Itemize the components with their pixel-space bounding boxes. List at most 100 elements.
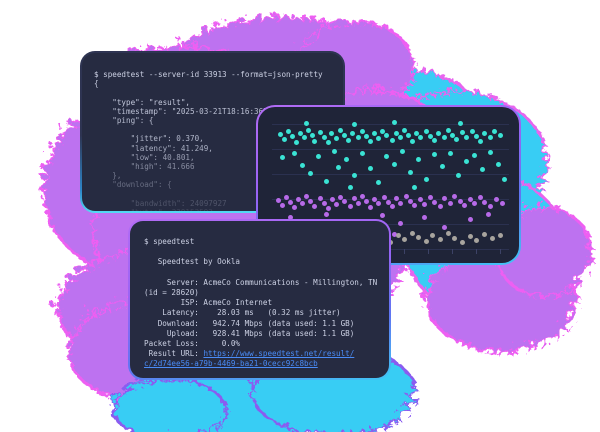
plot-dot-purple-dense-band [288, 200, 293, 205]
plot-dot-gray-band [402, 237, 407, 242]
plot-dot-cyan-scatter [360, 151, 365, 156]
plot-dot-cyan-dense-band [290, 134, 295, 139]
plot-gridline [272, 149, 509, 150]
plot-dot-purple-dense-band [386, 200, 391, 205]
result-url-link[interactable]: https://www.speedtest.net/result/ [203, 349, 355, 359]
plot-dot-purple-dense-band [372, 197, 377, 202]
terminal-line: "ping": { [94, 116, 154, 126]
terminal-line [144, 247, 387, 257]
plot-dot-cyan-dense-band [450, 133, 455, 138]
plot-dot-gray-band [410, 231, 415, 236]
terminal-line: "low": 40.801, [94, 152, 195, 162]
plot-dot-cyan-dense-band [414, 131, 419, 136]
terminal-line: $ speedtest --server-id 33913 --format=j… [94, 70, 323, 79]
plot-dot-cyan-scatter [384, 154, 389, 159]
plot-dot-purple-scatter [398, 221, 403, 226]
plot-dot-purple-dense-band [304, 194, 309, 199]
plot-dot-purple-dense-band [390, 204, 395, 209]
plot-gridline [272, 174, 509, 175]
terminal-line: Result URL: https://www.speedtest.net/re… [144, 349, 355, 359]
result-url-link[interactable]: c/2d74ee56-a79b-4469-ba21-0cecc92c8bcb [144, 359, 318, 369]
plot-dot-cyan-dense-band [458, 121, 463, 126]
plot-dot-purple-dense-band [452, 194, 457, 199]
result-terminal-card: $ speedtest Speedtest by Ookla Server: A… [128, 219, 391, 380]
plot-dot-gray-band [474, 238, 479, 243]
plot-dot-purple-dense-band [356, 201, 361, 206]
plot-dot-cyan-dense-band [372, 131, 377, 136]
plot-dot-cyan-dense-band [492, 129, 497, 134]
terminal-line: Server: AcmeCo Communications - Millingt… [144, 277, 378, 287]
plot-dot-cyan-dense-band [418, 135, 423, 140]
plot-dot-cyan-dense-band [298, 131, 303, 136]
plot-dot-purple-dense-band [312, 204, 317, 209]
plot-dot-purple-dense-band [280, 203, 285, 208]
terminal-line: "download": { [94, 180, 172, 190]
plot-dot-cyan-dense-band [398, 135, 403, 140]
plot-dot-gray-band [452, 236, 457, 241]
plot-dot-purple-dense-band [494, 197, 499, 202]
plot-dot-gray-band [446, 231, 451, 236]
plot-dot-cyan-dense-band [470, 129, 475, 134]
terminal-line: }, [94, 171, 122, 181]
plot-dot-cyan-scatter [408, 170, 413, 175]
plot-dot-purple-dense-band [360, 194, 365, 199]
plot-dot-cyan-dense-band [380, 129, 385, 134]
terminal-line: ISP: AcmeCo Internet [144, 298, 273, 308]
plot-dot-purple-dense-band [432, 200, 437, 205]
plot-dot-cyan-dense-band [338, 128, 343, 133]
plot-dot-purple-dense-band [338, 195, 343, 200]
plot-dot-gray-band [416, 235, 421, 240]
terminal-line: "type": "result", [94, 97, 191, 107]
plot-dot-cyan-scatter [432, 152, 437, 157]
plot-dot-purple-scatter [288, 215, 293, 220]
plot-dot-cyan-scatter [448, 151, 453, 156]
plot-dot-purple-dense-band [308, 199, 313, 204]
plot-axis-tick [428, 249, 429, 254]
terminal-line: Speedtest by Ookla [144, 257, 241, 267]
plot-gridline [272, 199, 509, 200]
terminal-line: "timestamp": "2025-03-21T18:16:36Z", [94, 106, 277, 116]
plot-dot-purple-dense-band [322, 201, 327, 206]
plot-axis-tick [452, 249, 453, 254]
plot-dot-purple-dense-band [418, 197, 423, 202]
plot-axis-tick [476, 249, 477, 254]
plot-axis-tick [404, 249, 405, 254]
plot-dot-cyan-scatter [424, 177, 429, 182]
plot-dot-cyan-scatter [280, 155, 285, 160]
terminal-line [144, 268, 387, 278]
plot-dot-cyan-dense-band [322, 135, 327, 140]
plot-dot-cyan-dense-band [350, 131, 355, 136]
plot-dot-cyan-scatter [292, 151, 297, 156]
plot-dot-purple-dense-band [408, 199, 413, 204]
terminal-line: { [94, 79, 99, 89]
plot-dot-purple-dense-band [462, 203, 467, 208]
plot-dot-cyan-dense-band [442, 135, 447, 140]
plot-dot-cyan-scatter [376, 180, 381, 185]
plot-gridline [272, 224, 509, 225]
plot-dot-purple-dense-band [458, 199, 463, 204]
plot-dot-cyan-scatter [316, 154, 321, 159]
plot-dot-purple-dense-band [482, 200, 487, 205]
terminal-line: Latency: 28.03 ms (0.32 ms jitter) [144, 308, 341, 318]
plot-dot-cyan-scatter [400, 149, 405, 154]
plot-dot-cyan-dense-band [294, 140, 299, 145]
plot-dot-purple-dense-band [398, 201, 403, 206]
plot-dot-cyan-dense-band [278, 132, 283, 137]
plot-dot-cyan-dense-band [342, 133, 347, 138]
plot-dot-cyan-dense-band [318, 130, 323, 135]
plot-dot-cyan-dense-band [282, 137, 287, 142]
plot-dot-cyan-scatter [416, 157, 421, 162]
plot-dot-cyan-scatter [336, 165, 341, 170]
plot-dot-purple-dense-band [500, 201, 505, 206]
plot-dot-cyan-dense-band [488, 135, 493, 140]
plot-dot-gray-band [424, 239, 429, 244]
plot-dot-cyan-scatter [344, 157, 349, 162]
plot-dot-purple-dense-band [468, 197, 473, 202]
plot-dot-gray-band [490, 236, 495, 241]
plot-dot-cyan-dense-band [306, 128, 311, 133]
plot-dot-cyan-dense-band [346, 138, 351, 143]
plot-dot-gray-band [396, 233, 401, 238]
plot-dot-cyan-dense-band [482, 131, 487, 136]
terminal-line: c/2d74ee56-a79b-4469-ba21-0cecc92c8bcb [144, 359, 387, 369]
plot-dot-cyan-dense-band [384, 133, 389, 138]
